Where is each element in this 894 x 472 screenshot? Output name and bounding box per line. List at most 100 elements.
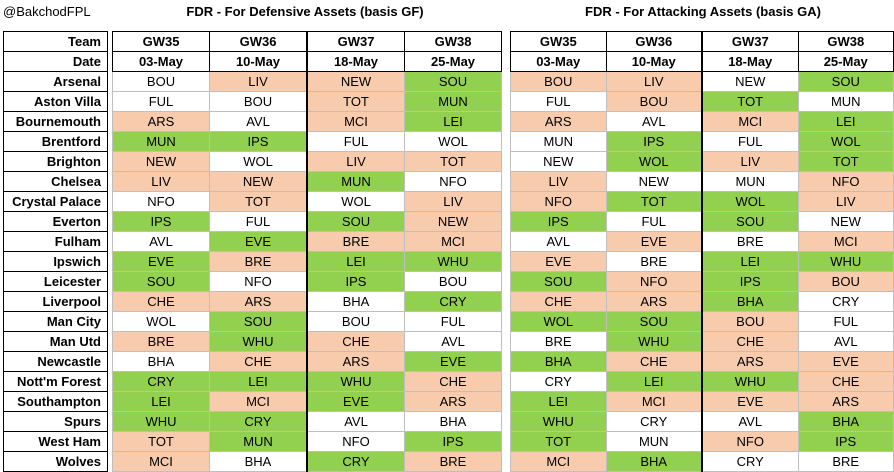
att-fixture-cell: AVL bbox=[701, 411, 799, 432]
att-date-header: 10-May bbox=[605, 51, 703, 72]
att-fixture-cell: NEW bbox=[701, 71, 799, 92]
att-fixture-cell: ARS bbox=[605, 291, 703, 312]
att-fixture-row: WOL SOU BOU FUL bbox=[510, 311, 894, 332]
team-header-row: Team bbox=[3, 31, 108, 52]
att-fixture-cell: CHE bbox=[797, 371, 894, 392]
def-fixture-cell: CRY bbox=[306, 451, 405, 472]
def-fixture-cell: NFO bbox=[306, 431, 405, 452]
team-row: Everton bbox=[3, 211, 108, 232]
attacking-title: FDR - For Attacking Assets (basis GA) bbox=[585, 4, 821, 19]
team-column: Team Date Arsenal Aston Villa Bournemouth Bre… bbox=[3, 31, 108, 472]
att-fixture-row: BRE WHU CHE AVL bbox=[510, 331, 894, 352]
att-fixture-cell: MCI bbox=[605, 391, 703, 412]
def-fixture-cell: CHE bbox=[209, 351, 308, 372]
team-name: Man Utd bbox=[3, 331, 108, 352]
def-fixture-cell: WOL bbox=[112, 311, 210, 332]
att-fixture-cell: BOU bbox=[510, 71, 607, 92]
def-fixture-cell: MUN bbox=[306, 171, 405, 192]
att-fixture-cell: EVE bbox=[605, 231, 703, 252]
att-fixture-cell: TOT bbox=[797, 151, 894, 172]
att-fixture-cell: LEI bbox=[510, 391, 607, 412]
att-fixture-cell: BRE bbox=[797, 451, 894, 472]
date-label: Date bbox=[3, 51, 108, 72]
def-fixture-row: TOT MUN NFO IPS bbox=[112, 431, 502, 452]
def-fixture-cell: LEI bbox=[112, 391, 210, 412]
def-fixture-row: MUN IPS FUL WOL bbox=[112, 131, 502, 152]
att-date-header: 18-May bbox=[701, 51, 799, 72]
att-fixture-cell: EVE bbox=[797, 351, 894, 372]
att-fixture-cell: CRY bbox=[701, 451, 799, 472]
def-fixture-cell: IPS bbox=[404, 431, 502, 452]
def-fixture-row: CRY LEI WHU CHE bbox=[112, 371, 502, 392]
def-fixture-cell: IPS bbox=[209, 131, 308, 152]
def-gw-header: GW35 bbox=[112, 31, 210, 52]
def-fixture-cell: ARS bbox=[112, 111, 210, 132]
att-fixture-cell: CRY bbox=[510, 371, 607, 392]
att-fixture-cell: AVL bbox=[797, 331, 894, 352]
team-name: Everton bbox=[3, 211, 108, 232]
team-row: Fulham bbox=[3, 231, 108, 252]
def-fixture-cell: WOL bbox=[209, 151, 308, 172]
team-row: Man City bbox=[3, 311, 108, 332]
att-fixture-cell: LIV bbox=[797, 191, 894, 212]
def-fixture-cell: BOU bbox=[404, 271, 502, 292]
att-fixture-cell: BOU bbox=[797, 271, 894, 292]
def-date-header: 03-May bbox=[112, 51, 210, 72]
def-fixture-row: MCI BHA CRY BRE bbox=[112, 451, 502, 472]
att-fixture-cell: AVL bbox=[510, 231, 607, 252]
team-row: Chelsea bbox=[3, 171, 108, 192]
att-fixture-cell: FUL bbox=[797, 311, 894, 332]
def-gw-header-row: GW35 GW36 GW37 GW38 bbox=[112, 31, 502, 52]
att-fixture-row: BHA CHE ARS EVE bbox=[510, 351, 894, 372]
def-fixture-row: LIV NEW MUN NFO bbox=[112, 171, 502, 192]
def-fixture-cell: LIV bbox=[112, 171, 210, 192]
def-fixture-cell: MUN bbox=[112, 131, 210, 152]
att-fixture-cell: IPS bbox=[701, 271, 799, 292]
att-fixture-cell: WHU bbox=[605, 331, 703, 352]
def-fixture-row: NEW WOL LIV TOT bbox=[112, 151, 502, 172]
def-fixture-cell: BHA bbox=[306, 291, 405, 312]
def-date-header-row: 03-May 10-May 18-May 25-May bbox=[112, 51, 502, 72]
team-name: West Ham bbox=[3, 431, 108, 452]
att-fixture-cell: WOL bbox=[701, 191, 799, 212]
att-fixture-cell: TOT bbox=[605, 191, 703, 212]
att-fixture-cell: IPS bbox=[797, 431, 894, 452]
att-fixture-row: AVL EVE BRE MCI bbox=[510, 231, 894, 252]
def-fixture-cell: TOT bbox=[112, 431, 210, 452]
def-fixture-cell: MCI bbox=[306, 111, 405, 132]
team-row: Crystal Palace bbox=[3, 191, 108, 212]
att-fixture-cell: FUL bbox=[510, 91, 607, 112]
def-fixture-cell: BHA bbox=[209, 451, 308, 472]
att-date-header-row: 03-May 10-May 18-May 25-May bbox=[510, 51, 894, 72]
team-row: Aston Villa bbox=[3, 91, 108, 112]
att-fixture-cell: NEW bbox=[510, 151, 607, 172]
att-fixture-row: EVE BRE LEI WHU bbox=[510, 251, 894, 272]
def-fixture-cell: TOT bbox=[306, 91, 405, 112]
team-row: Spurs bbox=[3, 411, 108, 432]
def-fixture-row: BHA CHE ARS EVE bbox=[112, 351, 502, 372]
att-fixture-cell: MUN bbox=[605, 431, 703, 452]
att-fixture-cell: EVE bbox=[701, 391, 799, 412]
att-fixture-cell: BRE bbox=[701, 231, 799, 252]
def-fixture-cell: NEW bbox=[112, 151, 210, 172]
att-fixture-cell: CHE bbox=[510, 291, 607, 312]
team-name: Wolves bbox=[3, 451, 108, 472]
def-fixture-cell: MUN bbox=[404, 91, 502, 112]
att-fixture-cell: MUN bbox=[510, 131, 607, 152]
att-fixture-cell: BHA bbox=[510, 351, 607, 372]
def-fixture-row: SOU NFO IPS BOU bbox=[112, 271, 502, 292]
team-name: Southampton bbox=[3, 391, 108, 412]
def-fixture-cell: FUL bbox=[209, 211, 308, 232]
team-name: Brighton bbox=[3, 151, 108, 172]
att-fixture-row: FUL BOU TOT MUN bbox=[510, 91, 894, 112]
att-gw-header: GW36 bbox=[605, 31, 703, 52]
att-fixture-row: ARS AVL MCI LEI bbox=[510, 111, 894, 132]
att-fixture-cell: NFO bbox=[701, 431, 799, 452]
att-gw-header: GW37 bbox=[701, 31, 799, 52]
def-fixture-row: WOL SOU BOU FUL bbox=[112, 311, 502, 332]
def-fixture-cell: BHA bbox=[404, 411, 502, 432]
att-fixture-cell: LIV bbox=[510, 171, 607, 192]
def-fixture-cell: BHA bbox=[112, 351, 210, 372]
att-fixture-cell: BRE bbox=[605, 251, 703, 272]
def-fixture-cell: EVE bbox=[112, 251, 210, 272]
